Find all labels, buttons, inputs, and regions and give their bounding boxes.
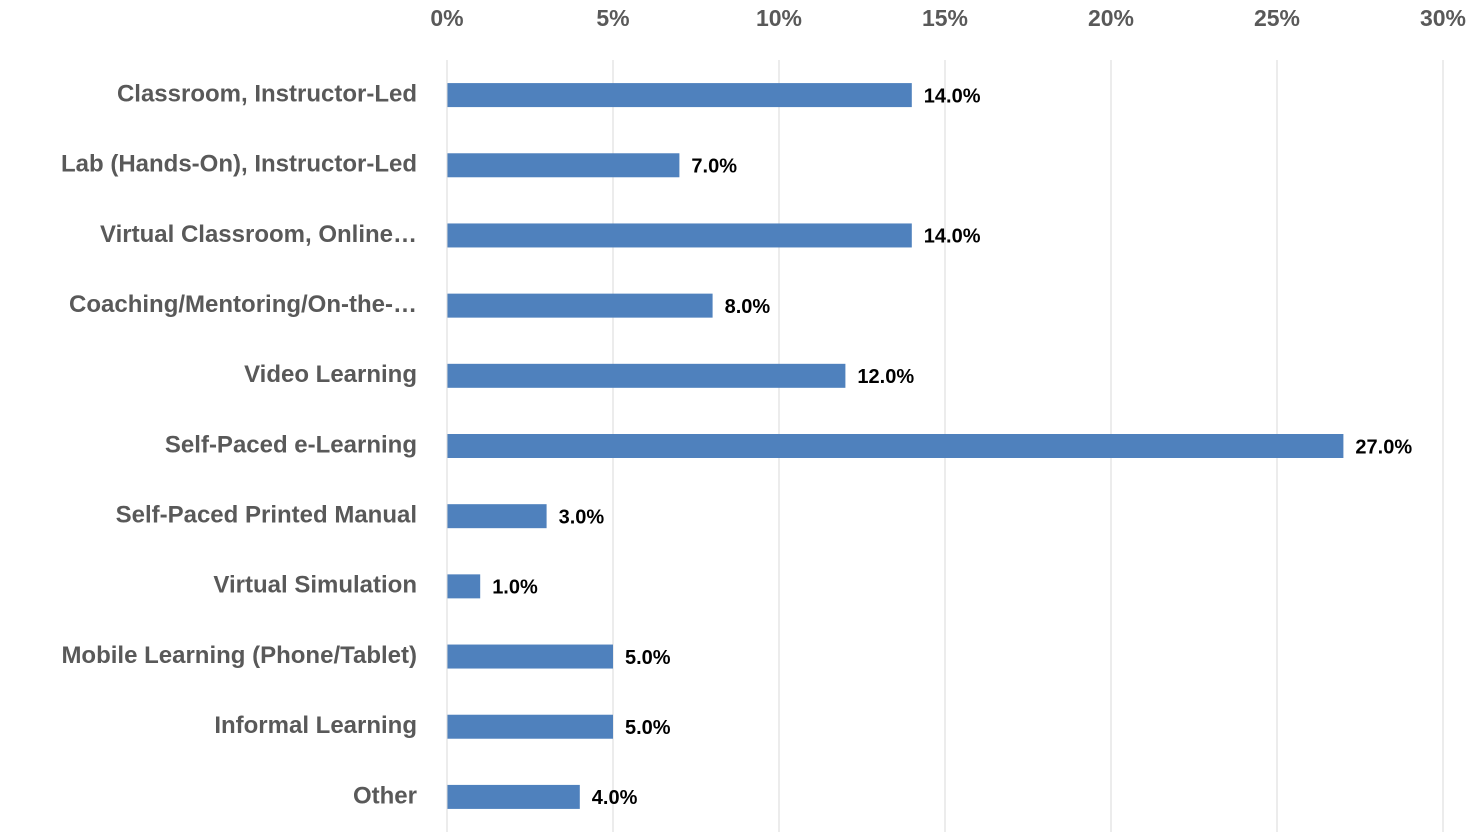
category-label: Coaching/Mentoring/On-the-… bbox=[69, 291, 417, 318]
category-label: Informal Learning bbox=[214, 712, 417, 739]
data-label: 7.0% bbox=[691, 156, 737, 178]
bar bbox=[447, 784, 580, 809]
x-tick-label: 15% bbox=[922, 5, 968, 31]
bar bbox=[447, 714, 613, 739]
x-tick-label: 25% bbox=[1254, 5, 1300, 31]
data-label: 27.0% bbox=[1355, 436, 1412, 458]
category-label: Video Learning bbox=[244, 361, 417, 388]
category-label: Classroom, Instructor-Led bbox=[117, 80, 417, 107]
data-label: 14.0% bbox=[924, 85, 981, 107]
bar bbox=[447, 504, 547, 529]
bar bbox=[447, 223, 912, 248]
bar bbox=[447, 644, 613, 669]
x-tick-label: 0% bbox=[430, 5, 463, 31]
x-tick-label: 10% bbox=[756, 5, 802, 31]
bar bbox=[447, 434, 1344, 458]
category-label: Virtual Simulation bbox=[213, 572, 417, 599]
x-tick-label: 20% bbox=[1088, 5, 1134, 31]
category-label: Self-Paced e-Learning bbox=[165, 431, 417, 458]
bar bbox=[447, 574, 481, 599]
category-label: Self-Paced Printed Manual bbox=[116, 502, 417, 529]
bar bbox=[447, 153, 680, 178]
x-tick-label: 30% bbox=[1420, 5, 1466, 31]
category-label: Virtual Classroom, Online… bbox=[100, 221, 417, 248]
data-label: 5.0% bbox=[625, 717, 671, 739]
bar bbox=[447, 83, 912, 108]
data-label: 1.0% bbox=[492, 577, 538, 599]
data-label: 12.0% bbox=[857, 366, 914, 388]
data-label: 3.0% bbox=[559, 506, 605, 528]
category-label: Mobile Learning (Phone/Tablet) bbox=[61, 642, 417, 669]
data-label: 5.0% bbox=[625, 647, 671, 669]
data-label: 8.0% bbox=[725, 296, 771, 318]
data-label: 4.0% bbox=[592, 787, 638, 809]
category-label: Lab (Hands-On), Instructor-Led bbox=[61, 151, 417, 178]
category-label: Other bbox=[353, 782, 417, 809]
bar bbox=[447, 363, 846, 388]
x-tick-label: 5% bbox=[596, 5, 629, 31]
bar bbox=[447, 293, 713, 318]
data-label: 14.0% bbox=[924, 226, 981, 248]
